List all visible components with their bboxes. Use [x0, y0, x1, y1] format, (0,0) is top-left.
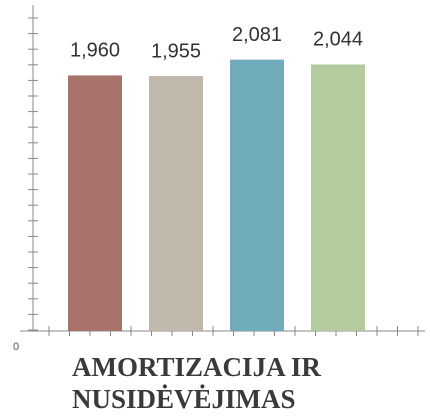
bar	[230, 59, 284, 331]
value-label: 1,960	[70, 40, 120, 62]
y-tick-label: 0	[13, 341, 19, 353]
bar	[149, 76, 203, 332]
chart-title: NUSIDĖVĖJIMAS	[72, 384, 296, 414]
value-label: 2,081	[232, 24, 282, 46]
value-label: 2,044	[313, 29, 363, 51]
bar	[311, 64, 365, 331]
bar	[68, 75, 122, 331]
value-label: 1,955	[151, 40, 201, 62]
chart-title: AMORTIZACIJA IR	[72, 352, 321, 382]
